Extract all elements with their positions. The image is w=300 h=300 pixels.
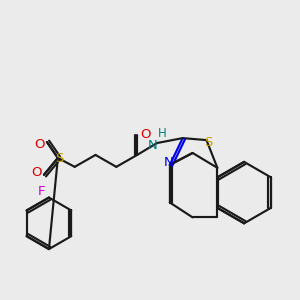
Text: N: N — [148, 139, 158, 152]
Text: N: N — [164, 156, 174, 170]
Text: O: O — [34, 138, 44, 151]
Text: H: H — [158, 127, 166, 140]
Text: S: S — [55, 152, 63, 165]
Text: F: F — [37, 185, 45, 198]
Text: S: S — [204, 136, 213, 148]
Text: O: O — [140, 128, 150, 141]
Text: O: O — [31, 166, 41, 179]
